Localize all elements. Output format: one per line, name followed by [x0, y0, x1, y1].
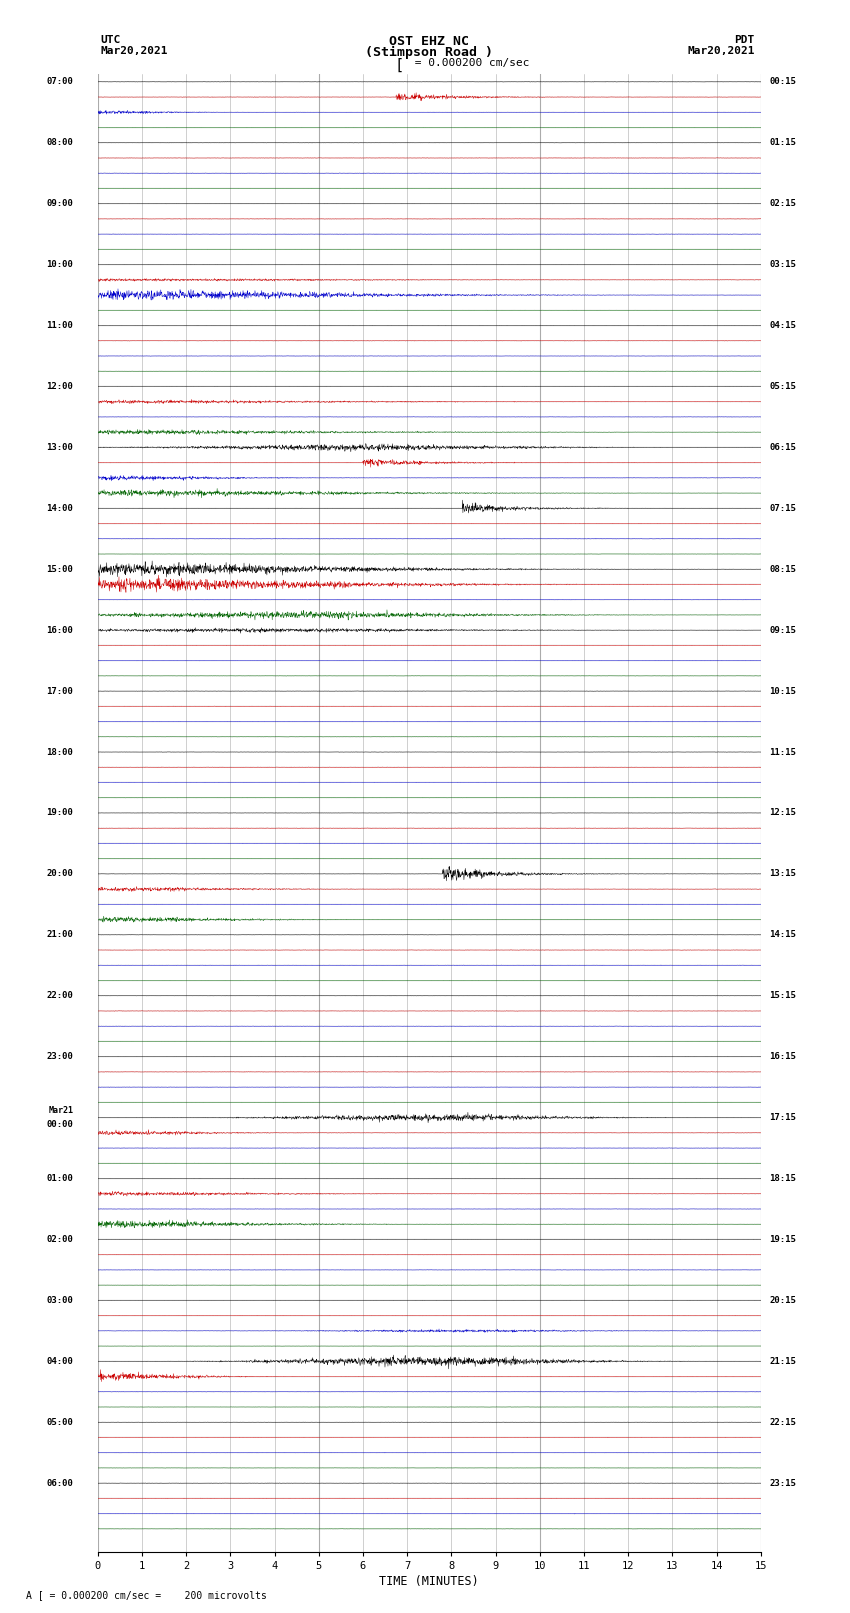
Text: (Stimpson Road ): (Stimpson Road ) [366, 45, 493, 60]
Text: 00:15: 00:15 [769, 77, 796, 87]
Text: 10:15: 10:15 [769, 687, 796, 695]
Text: 02:00: 02:00 [47, 1236, 73, 1244]
Text: 11:00: 11:00 [47, 321, 73, 331]
Text: 22:15: 22:15 [769, 1418, 796, 1428]
Text: Mar20,2021: Mar20,2021 [688, 45, 755, 56]
Text: 21:15: 21:15 [769, 1357, 796, 1366]
Text: 07:15: 07:15 [769, 503, 796, 513]
Text: 09:15: 09:15 [769, 626, 796, 634]
Text: 22:00: 22:00 [47, 992, 73, 1000]
Text: 07:00: 07:00 [47, 77, 73, 87]
Text: 18:15: 18:15 [769, 1174, 796, 1182]
Text: 08:15: 08:15 [769, 565, 796, 574]
Text: 08:00: 08:00 [47, 139, 73, 147]
Text: Mar21: Mar21 [48, 1107, 73, 1115]
Text: 17:00: 17:00 [47, 687, 73, 695]
Text: [: [ [394, 58, 404, 73]
Text: 16:00: 16:00 [47, 626, 73, 634]
Text: A [ = 0.000200 cm/sec =    200 microvolts: A [ = 0.000200 cm/sec = 200 microvolts [26, 1590, 266, 1600]
X-axis label: TIME (MINUTES): TIME (MINUTES) [379, 1574, 479, 1587]
Text: 12:15: 12:15 [769, 808, 796, 818]
Text: 19:00: 19:00 [47, 808, 73, 818]
Text: 19:15: 19:15 [769, 1236, 796, 1244]
Text: Mar20,2021: Mar20,2021 [100, 45, 167, 56]
Text: 20:00: 20:00 [47, 869, 73, 879]
Text: 21:00: 21:00 [47, 931, 73, 939]
Text: PDT: PDT [734, 35, 755, 45]
Text: 16:15: 16:15 [769, 1052, 796, 1061]
Text: UTC: UTC [100, 35, 121, 45]
Text: 15:00: 15:00 [47, 565, 73, 574]
Text: 00:00: 00:00 [47, 1119, 73, 1129]
Text: 05:15: 05:15 [769, 382, 796, 390]
Text: 03:15: 03:15 [769, 260, 796, 269]
Text: 13:00: 13:00 [47, 444, 73, 452]
Text: = 0.000200 cm/sec: = 0.000200 cm/sec [408, 58, 530, 68]
Text: 04:00: 04:00 [47, 1357, 73, 1366]
Text: 04:15: 04:15 [769, 321, 796, 331]
Text: 01:00: 01:00 [47, 1174, 73, 1182]
Text: 17:15: 17:15 [769, 1113, 796, 1123]
Text: OST EHZ NC: OST EHZ NC [389, 35, 469, 48]
Text: 03:00: 03:00 [47, 1295, 73, 1305]
Text: 23:00: 23:00 [47, 1052, 73, 1061]
Text: 09:00: 09:00 [47, 198, 73, 208]
Text: 18:00: 18:00 [47, 747, 73, 756]
Text: 14:00: 14:00 [47, 503, 73, 513]
Text: 15:15: 15:15 [769, 992, 796, 1000]
Text: 01:15: 01:15 [769, 139, 796, 147]
Text: 14:15: 14:15 [769, 931, 796, 939]
Text: 20:15: 20:15 [769, 1295, 796, 1305]
Text: 12:00: 12:00 [47, 382, 73, 390]
Text: 13:15: 13:15 [769, 869, 796, 879]
Text: 05:00: 05:00 [47, 1418, 73, 1428]
Text: 23:15: 23:15 [769, 1479, 796, 1487]
Text: 10:00: 10:00 [47, 260, 73, 269]
Text: 02:15: 02:15 [769, 198, 796, 208]
Text: 06:00: 06:00 [47, 1479, 73, 1487]
Text: 11:15: 11:15 [769, 747, 796, 756]
Text: 06:15: 06:15 [769, 444, 796, 452]
